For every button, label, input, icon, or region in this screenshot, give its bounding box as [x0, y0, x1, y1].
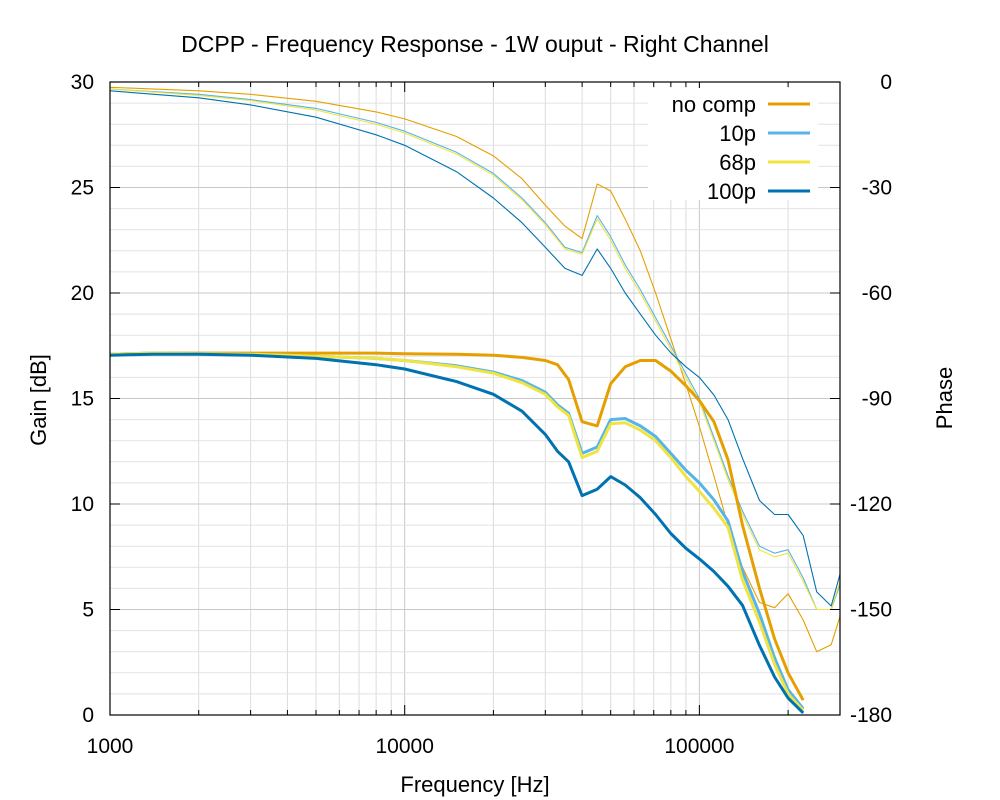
gain-line-no-comp: [110, 351, 805, 701]
legend-label-no-comp: no comp: [672, 92, 756, 117]
chart-title: DCPP - Frequency Response - 1W ouput - R…: [181, 31, 769, 57]
y-tick-label: 15: [71, 388, 94, 411]
y2-tick-label: -150: [850, 599, 892, 622]
phase-line-no-comp: [110, 86, 840, 653]
y-tick-label: 5: [82, 599, 94, 622]
phase-line-10p: [110, 88, 840, 611]
legend-label-100p: 100p: [707, 179, 756, 204]
y2-tick-label: -120: [850, 493, 892, 516]
x-tick-label: 1000: [87, 735, 134, 758]
y2-tick-label: 0: [880, 71, 892, 94]
gain-line-100p: [110, 352, 805, 714]
tick-labels: 0 5 10 15 20 25 30 0 -30 -60 -90 -120 -150 -180 1000 10…: [71, 71, 892, 758]
y-tick-label: 30: [71, 71, 94, 94]
gain-line-68p: [110, 351, 805, 712]
y-tick-label: 0: [82, 704, 94, 727]
phase-line-100p: [110, 90, 840, 607]
x-tick-label: 10000: [375, 735, 433, 758]
series-layer: [110, 86, 840, 714]
y2-tick-label: -180: [850, 704, 892, 727]
axis-ticks: [109, 81, 841, 716]
y-tick-label: 20: [71, 282, 94, 305]
y2-axis-title: Phase: [932, 367, 957, 429]
x-tick-label: 100000: [664, 735, 734, 758]
y-tick-label: 25: [71, 177, 94, 200]
legend-label-68p: 68p: [719, 150, 756, 175]
y2-tick-label: -60: [862, 282, 892, 305]
x-axis-title: Frequency [Hz]: [400, 772, 549, 797]
y2-tick-label: -30: [862, 177, 892, 200]
y-tick-label: 10: [71, 493, 94, 516]
y-axis-title: Gain [dB]: [26, 354, 51, 446]
legend-background: [648, 88, 818, 200]
y2-tick-label: -90: [862, 388, 892, 411]
legend-label-10p: 10p: [719, 121, 756, 146]
legend: no comp 10p 68p 100p: [648, 88, 818, 204]
phase-line-68p: [110, 88, 840, 611]
